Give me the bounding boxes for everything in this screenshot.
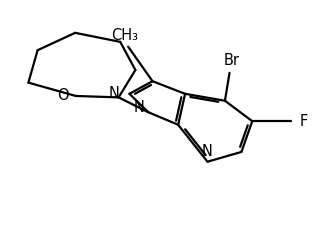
Text: N: N [202, 144, 213, 159]
Text: N: N [133, 100, 144, 115]
Text: CH₃: CH₃ [111, 28, 138, 43]
Text: Br: Br [223, 53, 239, 68]
Text: F: F [299, 114, 308, 129]
Text: O: O [57, 88, 69, 103]
Text: N: N [108, 86, 119, 101]
